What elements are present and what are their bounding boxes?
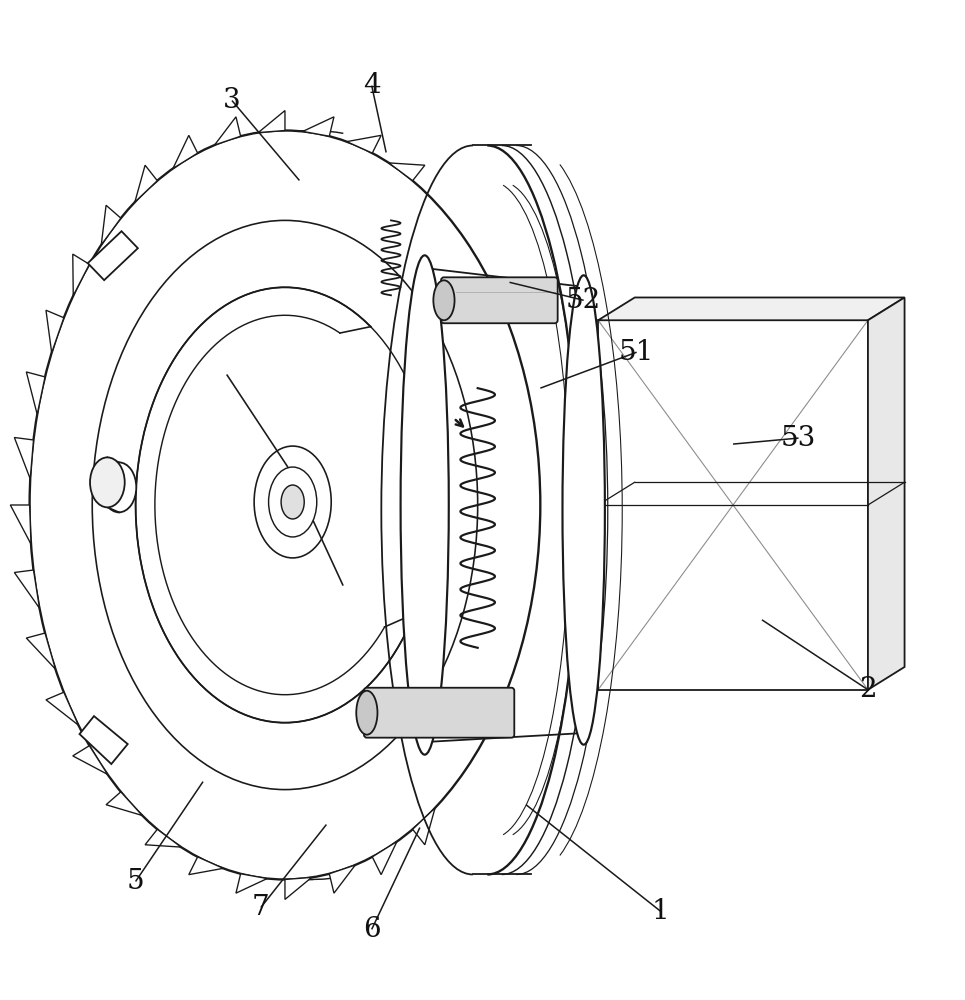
Polygon shape bbox=[372, 842, 397, 875]
Ellipse shape bbox=[93, 220, 478, 790]
Polygon shape bbox=[259, 111, 285, 133]
Ellipse shape bbox=[254, 446, 331, 558]
FancyBboxPatch shape bbox=[441, 277, 558, 323]
Polygon shape bbox=[106, 792, 142, 815]
Text: 7: 7 bbox=[252, 894, 270, 921]
Polygon shape bbox=[101, 205, 121, 245]
Ellipse shape bbox=[30, 131, 540, 879]
Ellipse shape bbox=[356, 691, 377, 735]
Ellipse shape bbox=[281, 485, 304, 519]
Text: 4: 4 bbox=[363, 72, 380, 99]
Text: 52: 52 bbox=[566, 287, 601, 314]
Ellipse shape bbox=[101, 462, 136, 512]
Polygon shape bbox=[189, 857, 223, 875]
Text: 51: 51 bbox=[619, 339, 654, 366]
Polygon shape bbox=[26, 633, 55, 669]
Text: 5: 5 bbox=[126, 868, 145, 895]
Polygon shape bbox=[14, 570, 40, 608]
Polygon shape bbox=[389, 163, 425, 181]
Polygon shape bbox=[214, 117, 240, 145]
Polygon shape bbox=[135, 165, 157, 202]
Polygon shape bbox=[72, 254, 90, 296]
Polygon shape bbox=[46, 310, 64, 353]
FancyBboxPatch shape bbox=[364, 688, 514, 738]
Polygon shape bbox=[236, 874, 267, 893]
Text: 53: 53 bbox=[781, 425, 816, 452]
Ellipse shape bbox=[563, 275, 605, 745]
Polygon shape bbox=[598, 320, 868, 690]
Ellipse shape bbox=[400, 255, 449, 755]
Polygon shape bbox=[26, 372, 45, 414]
Polygon shape bbox=[303, 117, 334, 136]
Text: 1: 1 bbox=[652, 898, 670, 925]
Polygon shape bbox=[46, 692, 78, 725]
Ellipse shape bbox=[268, 467, 317, 537]
Ellipse shape bbox=[90, 457, 124, 507]
Polygon shape bbox=[88, 231, 138, 280]
Polygon shape bbox=[285, 877, 312, 899]
Polygon shape bbox=[145, 829, 181, 847]
Polygon shape bbox=[413, 808, 435, 845]
Polygon shape bbox=[868, 297, 904, 690]
Polygon shape bbox=[329, 865, 355, 893]
Polygon shape bbox=[11, 505, 31, 544]
Text: 3: 3 bbox=[223, 87, 241, 114]
Polygon shape bbox=[598, 297, 904, 320]
Polygon shape bbox=[173, 135, 198, 168]
Text: 6: 6 bbox=[363, 916, 380, 943]
Polygon shape bbox=[72, 746, 107, 774]
Polygon shape bbox=[79, 716, 127, 764]
Text: 2: 2 bbox=[859, 676, 877, 703]
Ellipse shape bbox=[433, 280, 455, 320]
Polygon shape bbox=[346, 135, 381, 153]
Polygon shape bbox=[14, 437, 34, 479]
